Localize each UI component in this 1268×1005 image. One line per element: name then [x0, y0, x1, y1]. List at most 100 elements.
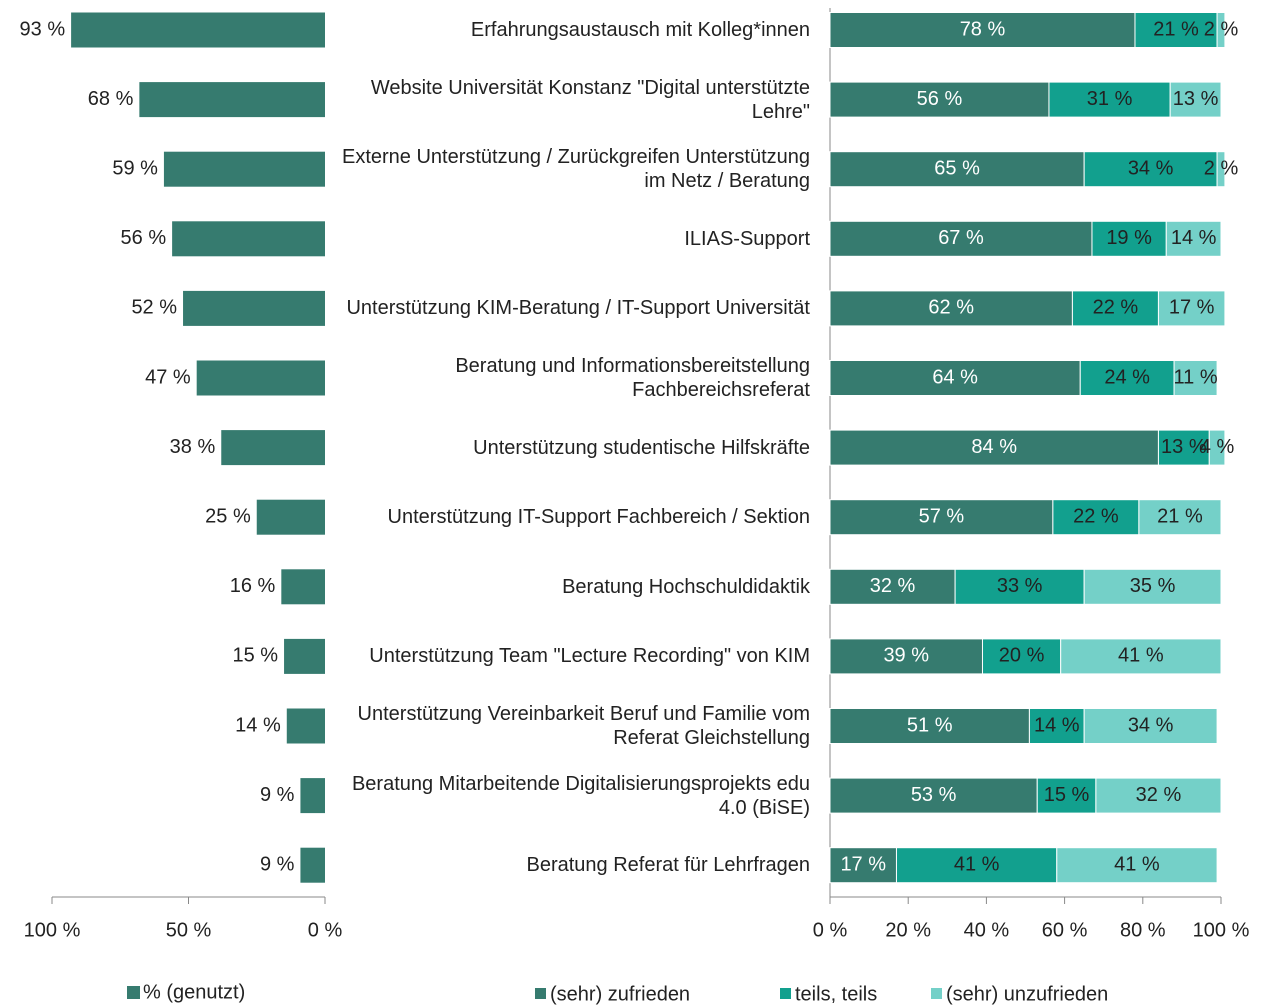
category-label: Unterstützung studentische Hilfskräfte	[473, 436, 810, 459]
value-label: 93 %	[20, 18, 66, 40]
bar-segment	[829, 568, 956, 605]
category-text: Externe Unterstützung / Zurückgreifen Un…	[341, 146, 810, 193]
bar-segment	[981, 638, 1062, 675]
x-tick-label: 40 %	[964, 919, 1010, 941]
category-text: Unterstützung Vereinbarkeit Beruf und Fa…	[357, 703, 810, 749]
bar-segment	[1083, 568, 1222, 605]
category-label: Erfahrungsaustausch mit Kolleg*innen	[470, 19, 810, 41]
category-text: Unterstützung studentische Hilfskräfte	[473, 436, 810, 459]
legend-swatch	[931, 988, 942, 999]
bar-segment	[829, 499, 1054, 536]
bar	[286, 708, 325, 744]
x-tick-label: 100 %	[1193, 919, 1250, 941]
bar	[300, 778, 325, 814]
bar	[71, 12, 325, 48]
bar-segment	[1157, 290, 1226, 327]
bar-segment	[1091, 220, 1167, 257]
value-label: 25 %	[205, 505, 251, 527]
category-label: Website Universität Konstanz "Digital un…	[370, 76, 810, 123]
bar	[284, 638, 325, 674]
category-label: Externe Unterstützung / Zurückgreifen Un…	[341, 146, 810, 193]
value-label: 17 %	[840, 853, 886, 875]
legend-label: % (genutzt)	[143, 981, 245, 1003]
category-label: Unterstützung Vereinbarkeit Beruf und Fa…	[357, 703, 810, 749]
value-label: 9 %	[260, 784, 295, 806]
x-tick-label: 0 %	[813, 919, 848, 941]
value-label: 21 %	[1157, 505, 1203, 527]
x-tick-label: 20 %	[885, 919, 931, 941]
bar-segment	[1138, 499, 1222, 536]
category-text: Erfahrungsaustausch mit Kolleg*innen	[470, 19, 810, 41]
bar-segment	[829, 81, 1050, 118]
value-label: 34 %	[1128, 157, 1174, 179]
value-label: 57 %	[919, 505, 965, 527]
value-label: 13 %	[1161, 436, 1207, 458]
bar-segment	[1169, 81, 1222, 118]
bar	[281, 569, 325, 605]
value-label: 20 %	[999, 645, 1045, 667]
value-label: 41 %	[954, 853, 1000, 875]
category-label: Beratung Referat für Lehrfragen	[526, 854, 810, 877]
category-label: ILIAS-Support	[684, 227, 810, 250]
value-label: 59 %	[112, 157, 158, 179]
value-label: 64 %	[932, 366, 978, 388]
value-label: 67 %	[938, 227, 984, 249]
value-label: 15 %	[232, 645, 278, 667]
category-text: Beratung Hochschuldidaktik	[562, 575, 810, 598]
bar-segment	[829, 847, 897, 884]
legend-label: teils, teils	[795, 983, 877, 1005]
value-label: 16 %	[230, 575, 276, 597]
bar-segment	[1165, 220, 1222, 257]
value-label: 15 %	[1044, 784, 1090, 806]
category-text: ILIAS-Support	[684, 227, 810, 250]
value-label: 34 %	[1128, 714, 1174, 736]
value-label: 65 %	[934, 157, 980, 179]
bar-segment	[1216, 151, 1226, 188]
value-label: 51 %	[907, 714, 953, 736]
value-label: 78 %	[960, 18, 1006, 40]
bar-segment	[1095, 777, 1222, 814]
legend-swatch	[535, 988, 546, 999]
bar	[139, 82, 325, 118]
value-label: 14 %	[1034, 714, 1080, 736]
bar-segment	[1173, 360, 1218, 396]
category-text: Beratung Referat für Lehrfragen	[526, 854, 810, 877]
category-label: Beratung und Informationsbereitstellung …	[455, 355, 810, 401]
bar-segment	[1157, 429, 1210, 466]
bar-segment	[1056, 847, 1218, 884]
value-label: 41 %	[1118, 645, 1164, 667]
bar	[300, 847, 325, 883]
value-label: 35 %	[1130, 575, 1176, 597]
legend-swatch	[780, 988, 791, 999]
x-tick-label: 0 %	[308, 919, 343, 941]
value-label: 33 %	[997, 575, 1043, 597]
category-label: Unterstützung IT-Support Fachbereich / S…	[387, 506, 810, 529]
bar	[163, 151, 325, 187]
bar-segment	[1048, 81, 1171, 118]
bar-segment	[1036, 777, 1097, 814]
value-label: 9 %	[260, 853, 295, 875]
value-label: 22 %	[1073, 505, 1119, 527]
category-text: Unterstützung IT-Support Fachbereich / S…	[387, 506, 810, 529]
bar-segment	[1052, 499, 1140, 536]
bar	[196, 360, 325, 396]
value-label: 11 %	[1174, 366, 1218, 388]
bar-segment	[1071, 290, 1159, 327]
bar-segment	[1216, 12, 1226, 48]
value-label: 52 %	[131, 297, 177, 319]
category-text: Beratung Mitarbeitende Digitalisierungsp…	[351, 772, 810, 819]
category-label: Beratung Mitarbeitende Digitalisierungsp…	[351, 772, 810, 819]
value-label: 38 %	[170, 436, 216, 458]
bar-segment	[1079, 360, 1175, 396]
bar-segment	[829, 429, 1159, 466]
x-tick-label: 50 %	[166, 919, 212, 941]
legend-label: (sehr) unzufrieden	[946, 983, 1108, 1005]
bar	[183, 290, 325, 326]
category-label: Unterstützung KIM-Beratung / IT-Support …	[346, 297, 810, 319]
bar-segment	[829, 220, 1093, 257]
value-label: 22 %	[1093, 297, 1139, 319]
value-label: 39 %	[883, 645, 929, 667]
bar-segment	[1083, 708, 1218, 744]
category-text: Website Universität Konstanz "Digital un…	[370, 76, 810, 123]
